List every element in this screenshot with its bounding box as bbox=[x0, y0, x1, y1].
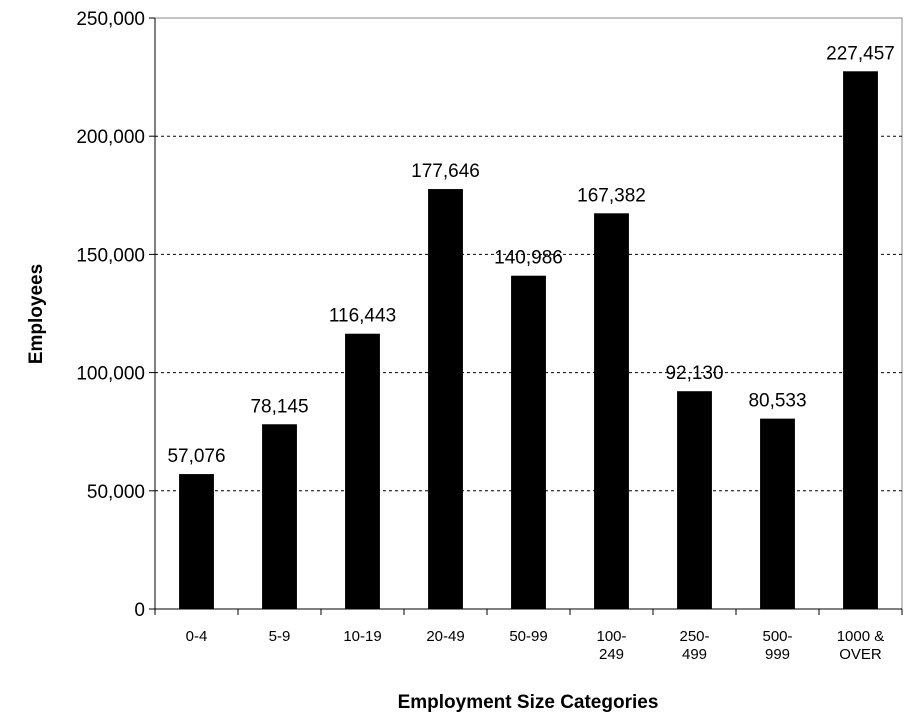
y-tick-label: 0 bbox=[134, 600, 145, 621]
bar bbox=[179, 474, 214, 609]
data-labels: 57,076 78,145 116,443 177,646 140,986 167,382… bbox=[167, 43, 894, 467]
y-tick-label: 150,000 bbox=[76, 245, 145, 266]
data-label: 116,443 bbox=[329, 306, 396, 327]
bar bbox=[760, 418, 795, 609]
x-tick-label: 500- bbox=[762, 628, 792, 645]
x-tick-label: 249 bbox=[599, 646, 624, 663]
bar bbox=[677, 391, 712, 609]
data-label: 167,382 bbox=[577, 185, 646, 206]
bar bbox=[428, 189, 463, 609]
bar bbox=[511, 275, 546, 609]
y-axis-title: Employees bbox=[26, 264, 47, 364]
x-tick-label: 10-19 bbox=[343, 628, 381, 645]
data-label: 177,646 bbox=[411, 161, 480, 182]
y-tick-label: 200,000 bbox=[76, 127, 145, 148]
data-label: 227,457 bbox=[826, 43, 895, 64]
data-label: 57,076 bbox=[167, 446, 225, 467]
bar bbox=[345, 333, 380, 609]
x-tick-label: OVER bbox=[839, 646, 882, 663]
data-label: 78,145 bbox=[250, 396, 308, 417]
x-tick-label: 499 bbox=[682, 646, 707, 663]
bar bbox=[262, 424, 297, 609]
data-label: 140,986 bbox=[494, 248, 563, 269]
x-tick-label: 50-99 bbox=[509, 628, 547, 645]
y-axis-ticks: 0 50,000 100,000 150,000 200,000 250,000 bbox=[76, 9, 155, 621]
data-label: 80,533 bbox=[748, 391, 806, 412]
bar bbox=[843, 71, 878, 610]
x-tick-label: 0-4 bbox=[186, 628, 208, 645]
bar bbox=[594, 213, 629, 609]
x-axis-ticks: 0-4 5-9 10-19 20-49 50-99 100-249 250-499 500-9… bbox=[154, 609, 903, 663]
y-tick-label: 50,000 bbox=[87, 482, 145, 503]
y-tick-label: 100,000 bbox=[76, 364, 145, 385]
x-axis-title: Employment Size Categories bbox=[398, 692, 659, 713]
x-tick-label: 1000 & bbox=[837, 628, 885, 645]
bars bbox=[179, 71, 878, 610]
x-tick-label: 100- bbox=[596, 628, 626, 645]
x-tick-label: 999 bbox=[765, 646, 790, 663]
data-label: 92,130 bbox=[665, 363, 723, 384]
y-tick-label: 250,000 bbox=[76, 9, 145, 30]
x-tick-label: 250- bbox=[679, 628, 709, 645]
x-tick-label: 20-49 bbox=[426, 628, 464, 645]
x-tick-label: 5-9 bbox=[269, 628, 291, 645]
